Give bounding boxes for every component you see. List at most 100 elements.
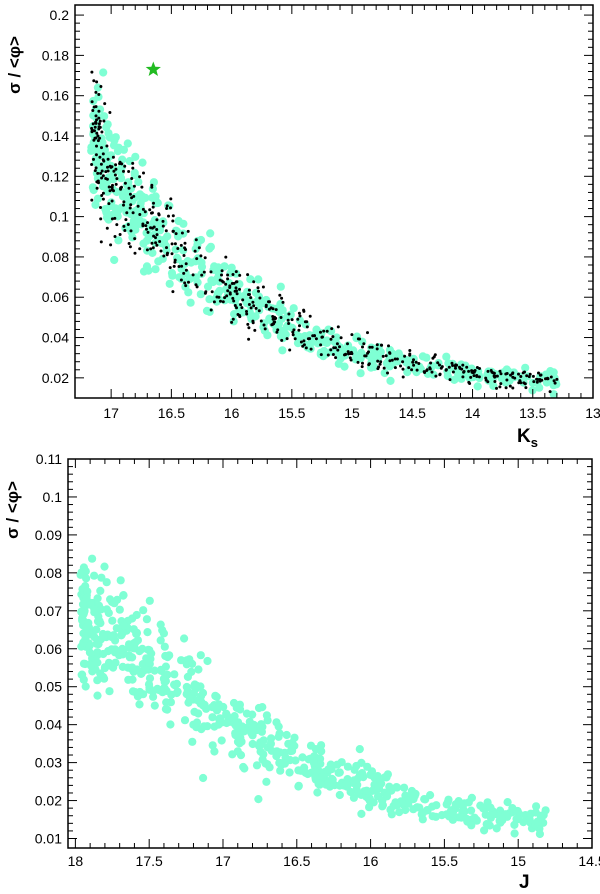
data-point-small bbox=[276, 328, 280, 332]
data-point bbox=[206, 229, 215, 238]
data-point-small bbox=[110, 217, 114, 221]
data-point bbox=[93, 594, 102, 603]
data-point bbox=[174, 216, 183, 226]
data-point-small bbox=[152, 234, 156, 238]
data-point-small bbox=[233, 304, 237, 307]
data-point-small bbox=[215, 295, 219, 299]
data-point-small bbox=[379, 360, 383, 364]
data-point-small bbox=[131, 166, 135, 170]
data-point-small bbox=[194, 238, 198, 242]
data-point bbox=[274, 722, 283, 731]
data-point bbox=[194, 709, 203, 718]
data-point-small bbox=[145, 227, 148, 231]
data-point-small bbox=[107, 185, 111, 189]
data-point bbox=[252, 761, 262, 770]
data-point-small bbox=[96, 134, 100, 138]
data-point bbox=[309, 758, 318, 768]
data-point bbox=[231, 731, 240, 740]
data-point-small bbox=[304, 346, 308, 350]
data-point bbox=[120, 189, 129, 199]
data-point-small bbox=[467, 369, 471, 373]
data-point-small bbox=[91, 122, 95, 126]
data-point bbox=[208, 741, 217, 750]
data-point bbox=[93, 658, 102, 667]
data-point-small bbox=[123, 229, 127, 232]
data-point-small bbox=[231, 296, 235, 300]
data-point-small bbox=[110, 199, 114, 203]
data-point-small bbox=[199, 254, 203, 258]
data-point-small bbox=[115, 223, 119, 227]
data-point-small bbox=[349, 358, 353, 362]
data-point-small bbox=[366, 331, 369, 335]
data-point-small bbox=[99, 162, 103, 166]
data-point-small bbox=[97, 93, 101, 96]
data-point-small bbox=[98, 125, 102, 129]
data-point bbox=[107, 632, 116, 642]
data-point-small bbox=[386, 371, 389, 375]
data-point bbox=[219, 702, 228, 712]
data-point-small bbox=[221, 300, 225, 304]
data-point-small bbox=[258, 296, 262, 300]
data-point bbox=[161, 662, 170, 671]
data-point-small bbox=[101, 152, 105, 156]
data-point-small bbox=[224, 255, 228, 259]
data-point bbox=[139, 606, 148, 615]
data-point bbox=[92, 639, 101, 648]
data-point-small bbox=[296, 317, 300, 321]
data-point bbox=[508, 804, 517, 813]
data-point-small bbox=[356, 360, 360, 364]
data-point bbox=[151, 265, 160, 274]
ks-tick-marks bbox=[75, 5, 594, 398]
data-point-small bbox=[118, 233, 122, 236]
data-point-small bbox=[297, 328, 301, 332]
data-point-small bbox=[486, 369, 490, 373]
data-point-small bbox=[212, 300, 216, 304]
data-point bbox=[212, 706, 222, 715]
data-point-small bbox=[508, 384, 512, 388]
x-tick-label: 17 bbox=[103, 405, 119, 421]
data-point-small bbox=[367, 350, 370, 354]
data-point-small bbox=[90, 163, 94, 166]
data-point bbox=[77, 670, 86, 680]
data-point-small bbox=[165, 204, 169, 208]
data-point-small bbox=[154, 241, 158, 245]
data-point bbox=[128, 653, 137, 662]
data-point-small bbox=[113, 216, 117, 220]
data-point bbox=[154, 219, 163, 228]
data-point-small bbox=[98, 119, 102, 123]
data-point bbox=[138, 158, 147, 167]
data-point bbox=[105, 133, 114, 142]
data-point-small bbox=[97, 116, 101, 120]
data-point-small bbox=[539, 373, 543, 377]
data-point bbox=[502, 365, 511, 374]
data-point-small bbox=[112, 169, 116, 173]
data-point-small bbox=[271, 317, 275, 321]
data-point bbox=[342, 779, 351, 788]
data-point bbox=[135, 700, 144, 709]
data-point bbox=[381, 773, 390, 782]
data-point-small bbox=[499, 382, 503, 386]
data-point-small bbox=[240, 306, 244, 310]
data-point-small bbox=[247, 303, 251, 306]
data-point-small bbox=[226, 289, 230, 293]
data-point-small bbox=[472, 374, 476, 378]
data-point-small bbox=[119, 186, 123, 190]
data-point bbox=[255, 742, 264, 751]
data-point bbox=[116, 576, 125, 585]
data-point bbox=[131, 225, 140, 234]
data-point-small bbox=[309, 347, 313, 351]
data-point-small bbox=[234, 280, 238, 284]
data-point-small bbox=[544, 377, 547, 381]
data-point-small bbox=[439, 366, 443, 370]
j-plot-frame bbox=[67, 458, 593, 849]
data-point bbox=[155, 226, 165, 235]
data-point bbox=[541, 806, 550, 815]
data-point-small bbox=[123, 181, 127, 185]
data-point bbox=[259, 750, 268, 759]
data-point-small bbox=[412, 358, 415, 362]
data-point-small bbox=[521, 371, 525, 375]
data-point bbox=[131, 638, 140, 647]
data-point-small bbox=[286, 318, 290, 322]
data-point-small bbox=[528, 372, 532, 376]
data-point bbox=[118, 644, 127, 654]
